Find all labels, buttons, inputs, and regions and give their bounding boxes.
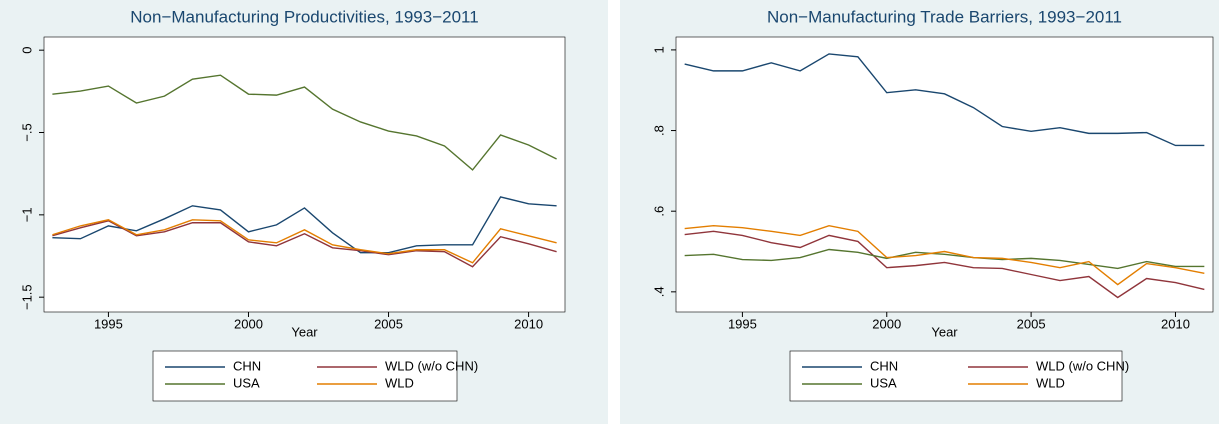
chart-panel: Non−Manufacturing Trade Barriers, 1993−2… bbox=[620, 0, 1219, 424]
chart-panel: Non−Manufacturing Productivities, 1993−2… bbox=[0, 0, 608, 424]
x-tick-label: 2005 bbox=[1017, 316, 1046, 331]
x-tick-label: 2010 bbox=[514, 316, 543, 331]
legend-label: WLD bbox=[1036, 375, 1065, 390]
x-tick-label: 2010 bbox=[1161, 316, 1190, 331]
legend-label: WLD (w/o CHN) bbox=[1036, 358, 1129, 373]
series-line bbox=[684, 230, 1205, 299]
series-line bbox=[684, 248, 1205, 270]
x-axis-label: Year bbox=[291, 324, 318, 339]
y-tick-label: −1 bbox=[19, 207, 34, 222]
y-tick-label: .6 bbox=[651, 206, 666, 217]
y-tick-label: 0 bbox=[19, 47, 34, 54]
series-line bbox=[52, 74, 557, 171]
chart-title: Non−Manufacturing Trade Barriers, 1993−2… bbox=[767, 7, 1122, 26]
x-tick-label: 2000 bbox=[872, 316, 901, 331]
plot-area bbox=[675, 36, 1214, 313]
legend-box bbox=[789, 350, 1123, 402]
legend-label: USA bbox=[870, 375, 897, 390]
chart-title: Non−Manufacturing Productivities, 1993−2… bbox=[130, 7, 478, 26]
legend-box bbox=[152, 350, 458, 402]
series-line bbox=[52, 220, 557, 268]
legend-label: CHN bbox=[233, 358, 261, 373]
legend-label: USA bbox=[233, 375, 260, 390]
series-line bbox=[52, 196, 557, 254]
series-line bbox=[52, 219, 557, 264]
series-line bbox=[684, 53, 1205, 147]
x-axis-label: Year bbox=[931, 324, 958, 339]
y-tick-label: .8 bbox=[651, 125, 666, 136]
x-tick-label: 2005 bbox=[374, 316, 403, 331]
x-tick-label: 1995 bbox=[728, 316, 757, 331]
plot-area bbox=[43, 36, 566, 313]
y-tick-label: −.5 bbox=[19, 123, 34, 141]
series-line bbox=[684, 224, 1205, 286]
x-tick-label: 1995 bbox=[94, 316, 123, 331]
y-tick-label: 1 bbox=[651, 46, 666, 53]
y-tick-label: .4 bbox=[651, 286, 666, 297]
legend-label: WLD bbox=[385, 375, 414, 390]
x-tick-label: 2000 bbox=[234, 316, 263, 331]
legend-label: CHN bbox=[870, 358, 898, 373]
y-tick-label: −1.5 bbox=[19, 284, 34, 310]
legend-label: WLD (w/o CHN) bbox=[385, 358, 478, 373]
